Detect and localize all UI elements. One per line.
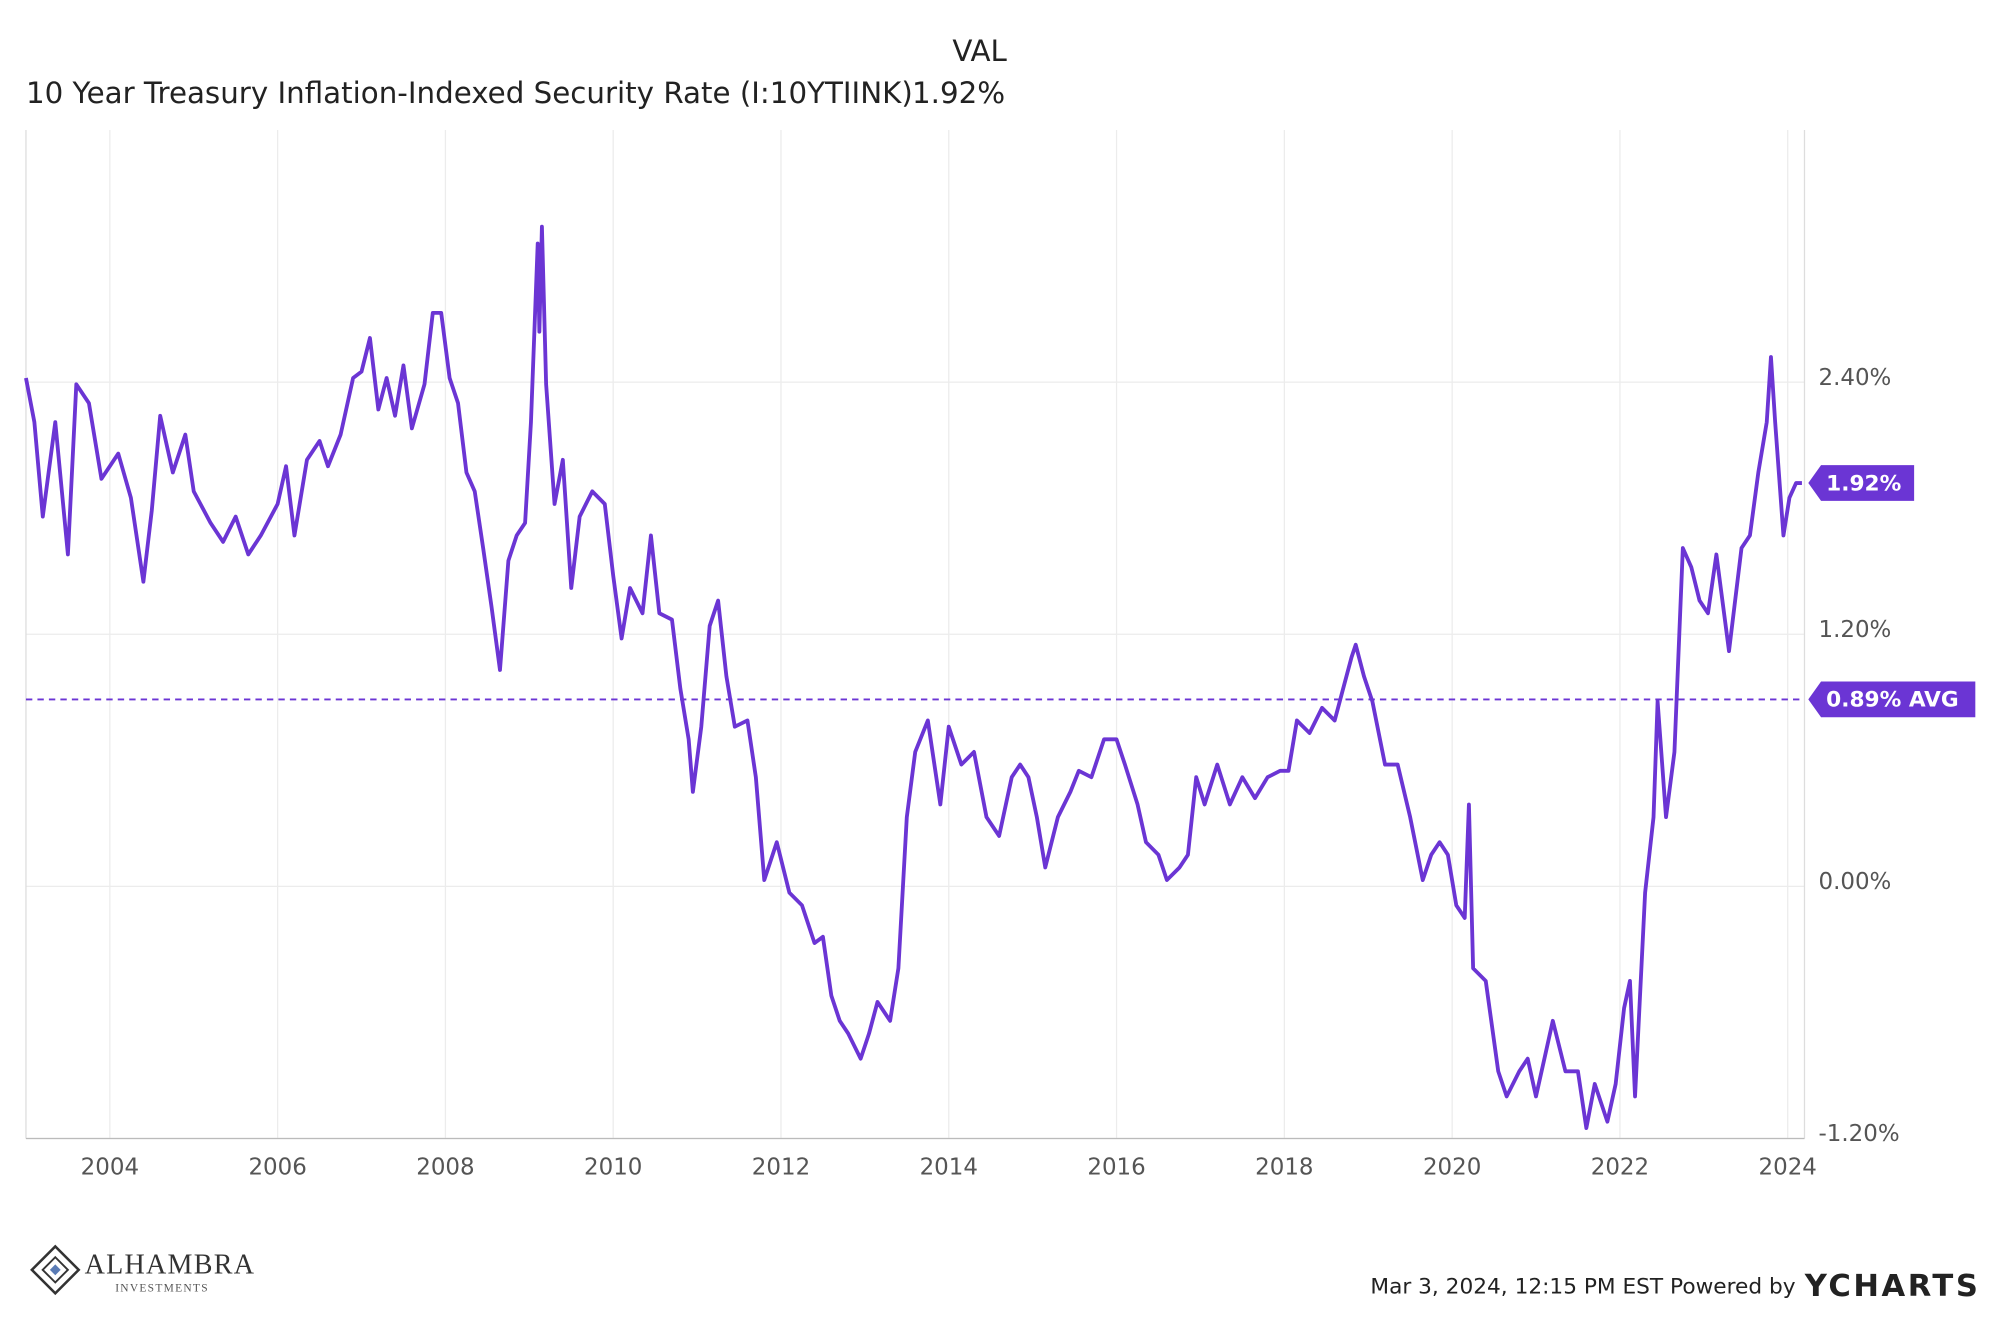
x-tick-label: 2022 — [1591, 1154, 1649, 1180]
x-tick-label: 2004 — [81, 1154, 139, 1180]
x-tick-label: 2018 — [1255, 1154, 1313, 1180]
y-tick-label: 2.40% — [1819, 365, 1892, 391]
logo-tagline: INVESTMENTS — [115, 1283, 209, 1295]
x-tick-label: 2010 — [584, 1154, 642, 1180]
x-tick-label: 2024 — [1759, 1154, 1817, 1180]
header: VAL — [952, 34, 1007, 68]
x-tick-label: 2008 — [416, 1154, 474, 1180]
x-tick-label: 2006 — [248, 1154, 306, 1180]
footer-timestamp: Mar 3, 2024, 12:15 PM EST Powered by — [1370, 1275, 1795, 1300]
y-tick-label: 0.00% — [1819, 869, 1892, 895]
average-label: 0.89% AVG — [1826, 688, 1959, 713]
logo-mark — [30, 1244, 81, 1296]
current-badge-label: 1.92% — [1826, 471, 1901, 496]
y-tick-label: -1.20% — [1819, 1121, 1900, 1147]
current-badge — [1808, 465, 1915, 501]
logo-name: ALHAMBRA — [85, 1250, 256, 1281]
current-value: 1.92% — [912, 76, 1005, 110]
series-line — [24, 224, 1802, 1130]
x-tick-label: 2016 — [1087, 1154, 1145, 1180]
series-name: 10 Year Treasury Inflation-Indexed Secur… — [26, 76, 913, 110]
x-tick-label: 2020 — [1423, 1154, 1481, 1180]
x-tick-label: 2012 — [752, 1154, 810, 1180]
footer-brand: YCHARTS — [1804, 1269, 1981, 1304]
average-badge — [1808, 681, 1976, 718]
x-tick-label: 2014 — [920, 1154, 978, 1180]
y-tick-label: 1.20% — [1819, 617, 1892, 643]
